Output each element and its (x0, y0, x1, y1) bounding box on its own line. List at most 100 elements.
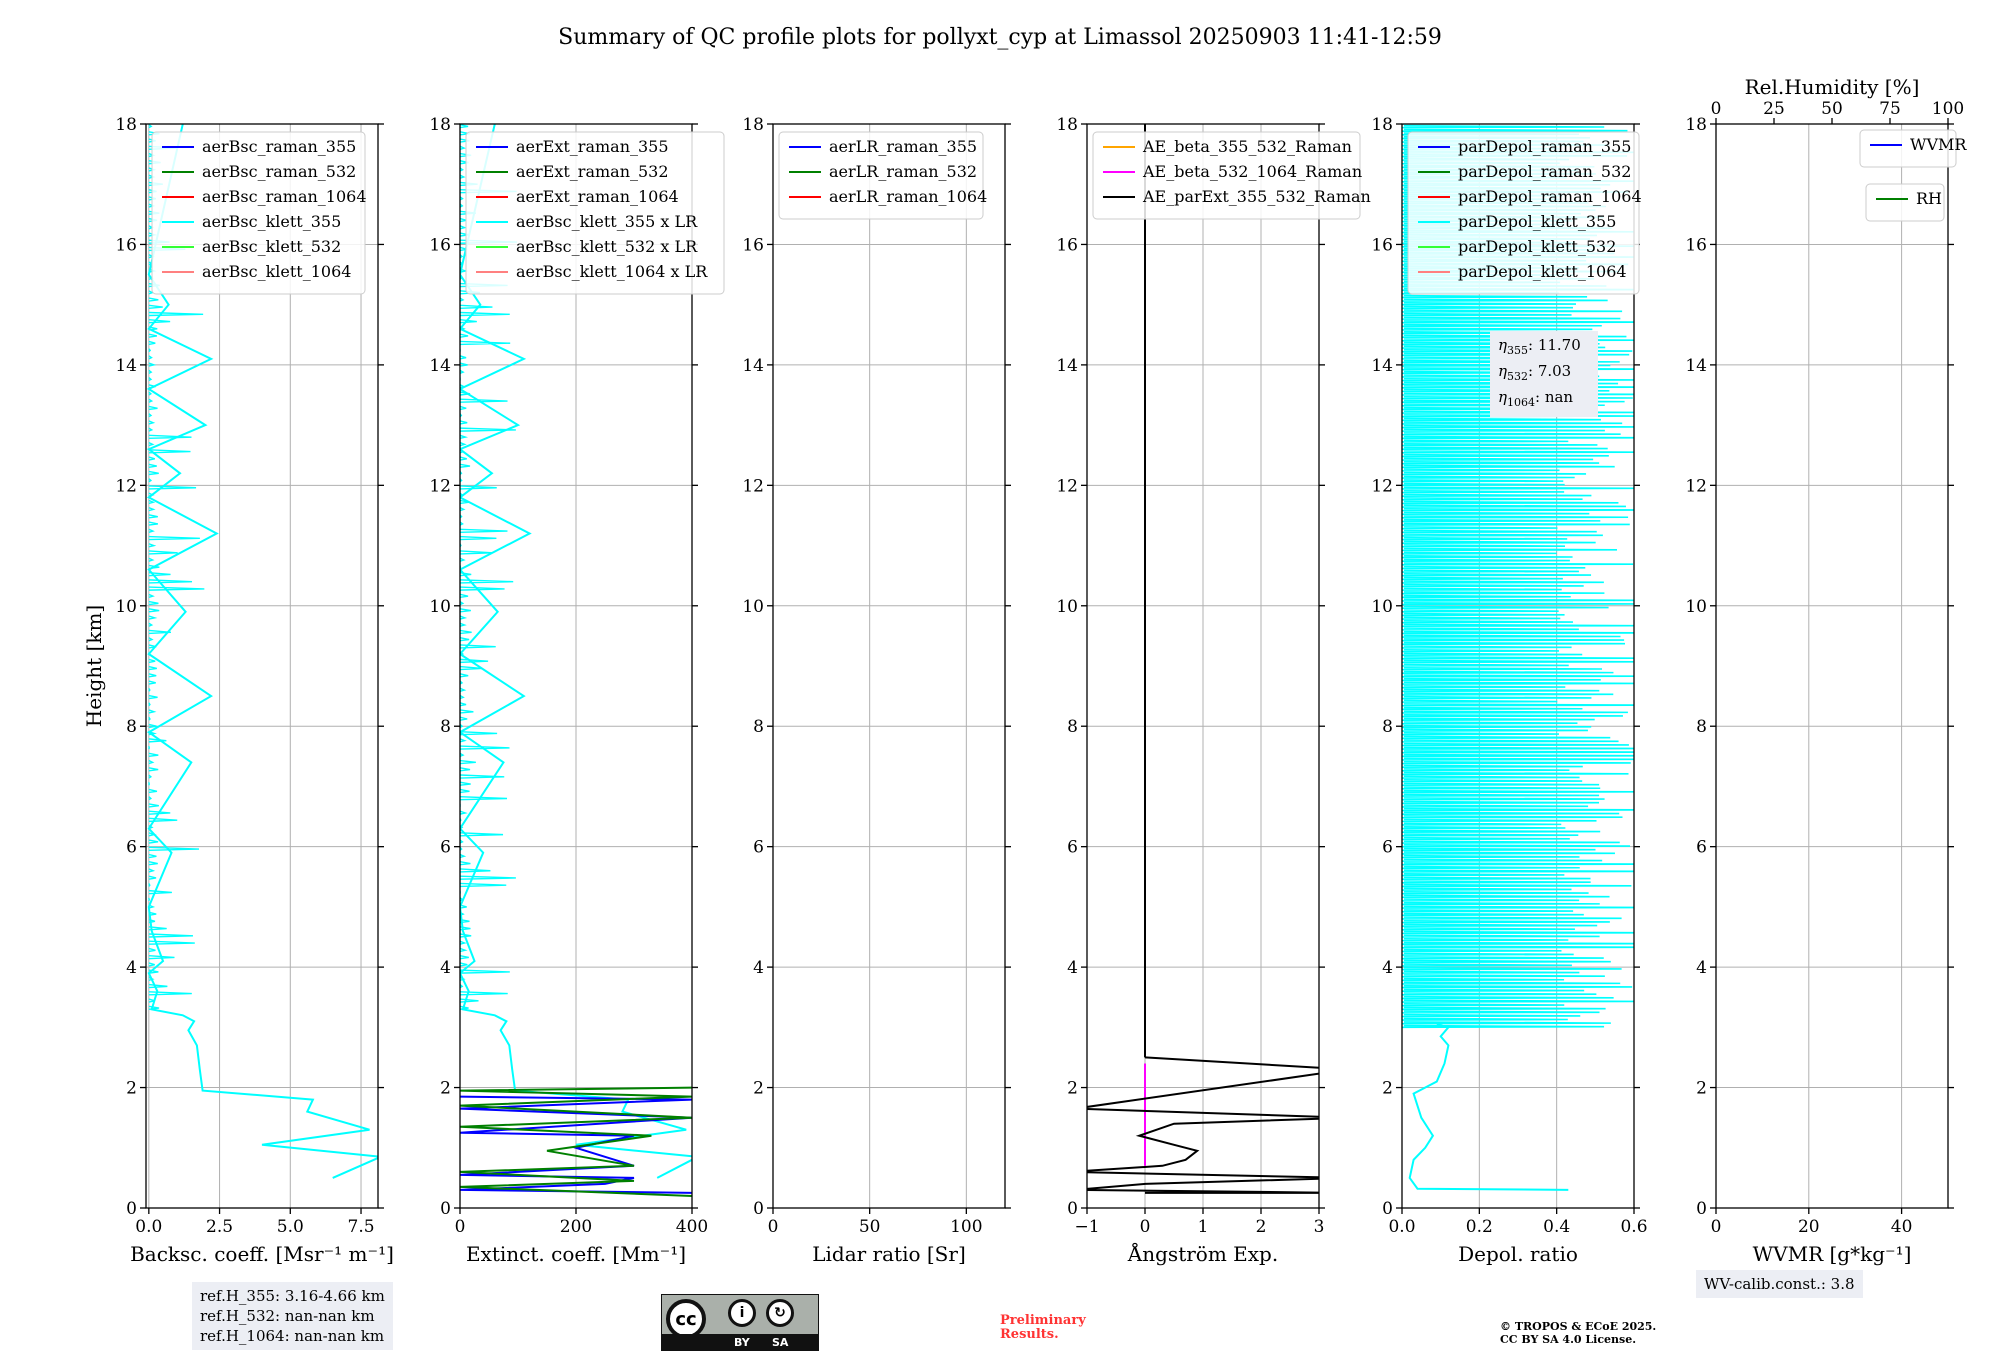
legend-label: AE_beta_355_532_Raman (1142, 137, 1352, 156)
y-tick-label: 2 (753, 1079, 764, 1099)
panel-depolarization: 0 2 4 6 8 10 12 14 16 18 0.0 0.2 0.4 0.6 Depol. ratio p… (1371, 115, 1647, 1266)
y-tick-label: 18 (1685, 115, 1707, 135)
x-axis-label: Backsc. coeff. [Msr⁻¹ m⁻¹] (130, 1242, 394, 1266)
y-tick-label: 18 (1371, 115, 1393, 135)
y-tick-label: 14 (742, 356, 764, 376)
figure-title: Summary of QC profile plots for pollyxt_… (558, 25, 1442, 50)
y-tick-label: 2 (126, 1079, 137, 1099)
legend-label: RH (1916, 189, 1942, 208)
y-tick-label: 2 (1067, 1079, 1078, 1099)
y-tick-label: 12 (115, 476, 137, 496)
panel-lidar_ratio: 0 2 4 6 8 10 12 14 16 18 0 50 100 Lidar ratio [Sr] aer… (742, 115, 1011, 1266)
top-x-tick-label: 25 (1763, 99, 1785, 119)
x-tick-label: 20 (1798, 1217, 1820, 1237)
x-tick-label: 2 (1256, 1217, 1267, 1237)
x-axis-label: Lidar ratio [Sr] (812, 1242, 966, 1266)
y-tick-label: 0 (1067, 1199, 1078, 1219)
y-tick-label: 0 (440, 1199, 451, 1219)
x-tick-label: 0 (768, 1217, 779, 1237)
y-tick-label: 14 (1371, 356, 1393, 376)
y-tick-label: 18 (429, 115, 451, 135)
legend-label: aerExt_raman_532 (516, 162, 669, 181)
y-tick-label: 6 (126, 838, 137, 858)
cc-icon: cc (666, 1299, 706, 1339)
legend (465, 131, 725, 295)
copyright-line-1: © TROPOS & ECoE 2025. (1500, 1320, 1657, 1333)
y-tick-label: 0 (1382, 1199, 1393, 1219)
series-aerExt_raman_532 (460, 1086, 692, 1197)
legend-label: AE_parExt_355_532_Raman (1142, 187, 1371, 206)
panel-backscatter: 0 2 4 6 8 10 12 14 16 18 0.0 2.5 5.0 7.5 Backsc. coeff… (82, 115, 394, 1266)
legend-label: parDepol_raman_1064 (1458, 187, 1642, 206)
y-tick-label: 4 (440, 958, 451, 978)
y-tick-label: 4 (126, 958, 137, 978)
y-tick-label: 10 (1685, 597, 1707, 617)
top-x-tick-label: 50 (1821, 99, 1843, 119)
y-tick-label: 18 (115, 115, 137, 135)
legend-label: aerLR_raman_355 (829, 137, 977, 156)
y-tick-label: 10 (1371, 597, 1393, 617)
license-strip (662, 1334, 818, 1350)
y-tick-label: 0 (1696, 1199, 1707, 1219)
eta-532: η532: 7.03 (1498, 362, 1572, 383)
x-tick-label: 0.0 (1388, 1217, 1415, 1237)
y-tick-label: 4 (753, 958, 764, 978)
legend-label: aerExt_raman_355 (516, 137, 669, 156)
x-axis-label: Extinct. coeff. [Mm⁻¹] (466, 1242, 686, 1266)
y-tick-label: 12 (1056, 476, 1078, 496)
y-tick-label: 6 (1067, 838, 1078, 858)
legend-label: AE_beta_532_1064_Raman (1142, 162, 1362, 181)
legend-label: parDepol_klett_355 (1458, 212, 1616, 231)
y-tick-label: 0 (753, 1199, 764, 1219)
legend-label: aerLR_raman_532 (829, 162, 977, 181)
x-tick-label: 0 (1140, 1217, 1151, 1237)
y-tick-label: 8 (440, 717, 451, 737)
y-tick-label: 14 (115, 356, 137, 376)
ref-height-532: ref.H_532: nan-nan km (200, 1307, 375, 1325)
preliminary-line-2: Results. (1000, 1327, 1059, 1342)
top-x-tick-label: 75 (1879, 99, 1901, 119)
series-aerBsc_klett_355 (146, 124, 378, 1179)
y-tick-label: 16 (429, 235, 451, 255)
y-tick-label: 4 (1696, 958, 1707, 978)
legend-label: aerBsc_raman_532 (202, 162, 356, 181)
series-parDepol_klett_355 (1408, 1023, 1569, 1191)
y-tick-label: 16 (1056, 235, 1078, 255)
reference-height-box: ref.H_355: 3.16-4.66 km ref.H_532: nan-n… (192, 1282, 393, 1350)
ref-height-1064: ref.H_1064: nan-nan km (200, 1327, 385, 1345)
y-tick-label: 14 (1685, 356, 1707, 376)
legend (1407, 131, 1640, 295)
y-tick-label: 12 (429, 476, 451, 496)
y-tick-label: 10 (1056, 597, 1078, 617)
axes-frame (1715, 123, 1949, 1209)
x-tick-label: 50 (859, 1217, 881, 1237)
y-tick-label: 10 (429, 597, 451, 617)
legend (151, 131, 366, 295)
y-tick-label: 8 (753, 717, 764, 737)
eta-355: η355: 11.70 (1498, 336, 1581, 357)
legend-label: aerExt_raman_1064 (516, 187, 679, 206)
legend-label: aerBsc_klett_355 (202, 212, 341, 231)
panel-extinction: 0 2 4 6 8 10 12 14 16 18 0 200 400 Extinct. coeff. [M… (429, 115, 725, 1266)
y-tick-label: 6 (753, 838, 764, 858)
legend-label: aerLR_raman_1064 (829, 187, 987, 206)
x-tick-label: 2.5 (206, 1217, 233, 1237)
legend-secondary (1865, 183, 1945, 222)
top-x-tick-label: 0 (1711, 99, 1722, 119)
cc-license-badge[interactable]: cc i ↻ BY SA (661, 1294, 819, 1351)
legend-label: aerBsc_raman_355 (202, 137, 356, 156)
license-sa-label: SA (772, 1336, 789, 1349)
y-tick-label: 8 (1067, 717, 1078, 737)
y-tick-label: 2 (1696, 1079, 1707, 1099)
y-tick-label: 6 (1696, 838, 1707, 858)
axes-frame (772, 123, 1006, 1209)
legend-label: parDepol_klett_532 (1458, 237, 1616, 256)
x-axis-label: Ångström Exp. (1127, 1241, 1278, 1266)
preliminary-line-1: Preliminary (1000, 1313, 1086, 1328)
axes-frame (1401, 123, 1635, 1209)
axes-frame (145, 123, 379, 1209)
legend-label: parDepol_raman_532 (1458, 162, 1631, 181)
y-tick-label: 8 (1696, 717, 1707, 737)
copyright-notice: © TROPOS & ECoE 2025. CC BY SA 4.0 Licen… (1500, 1320, 1656, 1346)
